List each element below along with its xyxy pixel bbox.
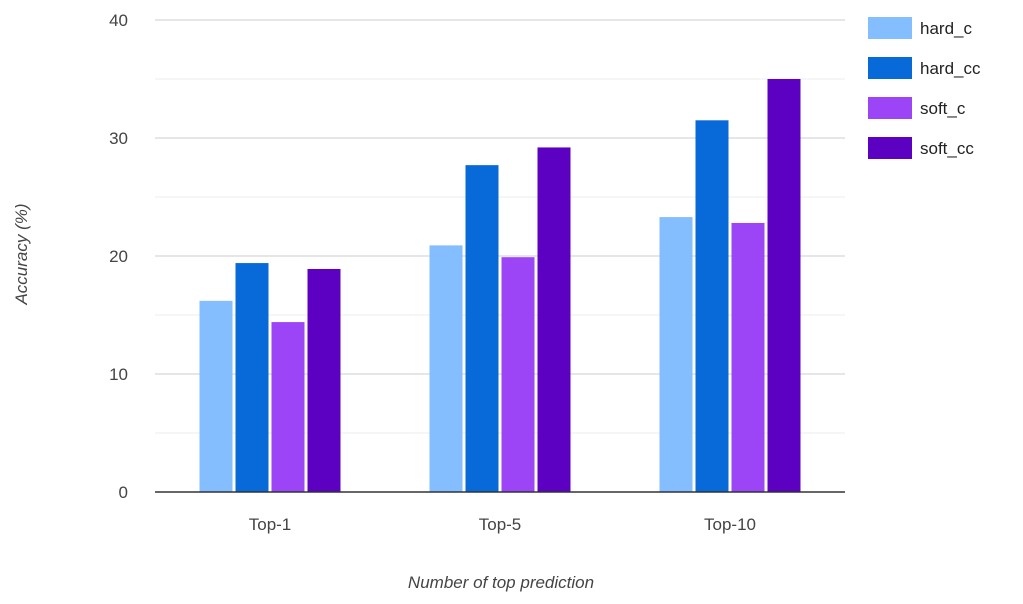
y-tick-label: 10	[109, 365, 128, 384]
bar-hard_cc-top-5[interactable]	[465, 165, 499, 492]
y-tick-label: 40	[109, 11, 128, 30]
legend-swatch-soft_cc[interactable]	[868, 137, 912, 159]
legend-swatch-soft_c[interactable]	[868, 97, 912, 119]
legend: hard_c hard_cc soft_c soft_cc	[868, 17, 981, 159]
y-axis-title: Accuracy (%)	[12, 203, 31, 305]
legend-swatch-hard_c[interactable]	[868, 17, 912, 39]
legend-label-hard_cc[interactable]: hard_cc	[920, 59, 981, 78]
bar-soft_c-top-10[interactable]	[731, 222, 765, 492]
gridlines	[155, 19, 845, 434]
x-axis-title: Number of top prediction	[408, 573, 594, 592]
bar-hard_cc-top-10[interactable]	[695, 120, 729, 493]
bar-hard_c-top-5[interactable]	[429, 245, 463, 492]
y-tick-label: 20	[109, 247, 128, 266]
bar-hard_c-top-1[interactable]	[199, 300, 233, 492]
x-tick-label: Top-1	[249, 515, 292, 534]
bar-hard_cc-top-1[interactable]	[235, 263, 269, 492]
x-tick-label: Top-5	[479, 515, 522, 534]
legend-label-soft_c[interactable]: soft_c	[920, 99, 966, 118]
bar-soft_cc-top-10[interactable]	[767, 79, 801, 492]
bar-soft_c-top-5[interactable]	[501, 257, 535, 492]
axes: 0 10 20 30 40 Top-1 Top-5 Top-10	[109, 11, 845, 534]
y-tick-label: 30	[109, 129, 128, 148]
legend-label-hard_c[interactable]: hard_c	[920, 19, 972, 38]
bar-soft_c-top-1[interactable]	[271, 322, 305, 492]
bars	[199, 79, 801, 493]
bar-soft_cc-top-5[interactable]	[537, 147, 571, 492]
bar-hard_c-top-10[interactable]	[659, 217, 693, 492]
bar-soft_cc-top-1[interactable]	[307, 268, 341, 492]
y-tick-label: 0	[119, 483, 128, 502]
x-tick-label: Top-10	[704, 515, 756, 534]
legend-label-soft_cc[interactable]: soft_cc	[920, 139, 974, 158]
legend-swatch-hard_cc[interactable]	[868, 57, 912, 79]
